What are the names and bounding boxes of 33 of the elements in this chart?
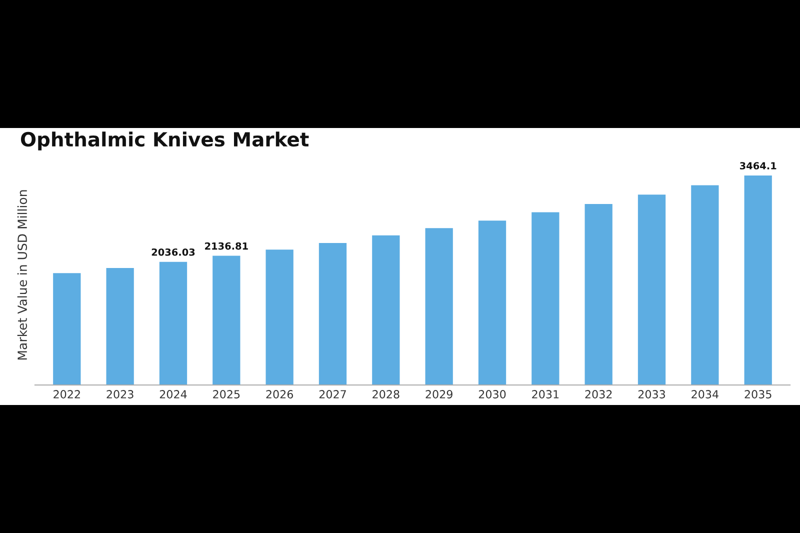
x-tick-label: 2034 xyxy=(692,390,718,398)
bar xyxy=(318,243,347,385)
data-label: 2036.03 xyxy=(152,248,195,256)
bar xyxy=(478,220,506,385)
bar xyxy=(212,256,240,385)
bar xyxy=(691,185,719,385)
bar xyxy=(53,273,81,385)
x-tick-label: 2025 xyxy=(213,390,240,398)
y-axis-title: Market Value in USD Million xyxy=(17,190,28,360)
bar xyxy=(106,268,134,385)
x-tick-label: 2032 xyxy=(585,390,612,398)
x-tick-label: 2035 xyxy=(744,390,772,398)
bar xyxy=(532,212,560,385)
x-tick-label: 2029 xyxy=(426,390,452,398)
data-label: 3464.1 xyxy=(740,162,776,170)
chart-title: Ophthalmic Knives Market xyxy=(20,132,309,150)
x-tick-label: 2031 xyxy=(532,390,559,398)
bar xyxy=(584,204,612,385)
x-tick-label: 2028 xyxy=(372,390,400,398)
x-tick-label: 2024 xyxy=(160,390,187,398)
bar xyxy=(425,228,453,385)
x-tick-label: 2026 xyxy=(266,390,294,398)
x-tick-label: 2033 xyxy=(638,390,666,398)
data-label: 2136.81 xyxy=(205,242,248,250)
x-tick-label: 2023 xyxy=(106,390,134,398)
bar xyxy=(159,262,188,385)
bar xyxy=(266,250,294,385)
x-tick-label: 2030 xyxy=(478,390,506,398)
bar xyxy=(744,175,772,385)
bar xyxy=(372,235,400,385)
x-tick-label: 2027 xyxy=(319,390,346,398)
bar xyxy=(638,194,666,385)
x-tick-label: 2022 xyxy=(54,390,80,398)
